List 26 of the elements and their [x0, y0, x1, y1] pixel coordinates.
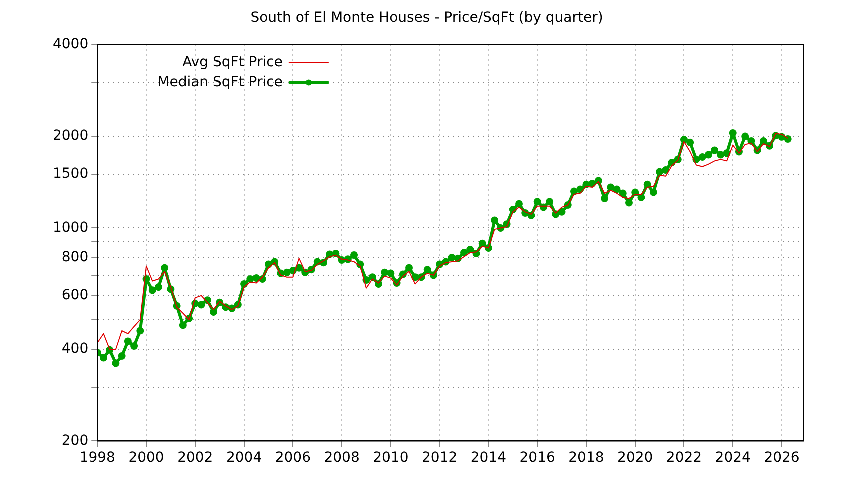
x-tick-label: 2012 — [422, 450, 458, 466]
y-tick-label: 200 — [62, 432, 89, 449]
y-tick-label: 2000 — [52, 128, 89, 144]
x-tick-label: 2026 — [764, 450, 800, 466]
y-tick-label: 800 — [62, 249, 89, 266]
legend-label: Avg SqFt Price — [182, 54, 283, 70]
y-tick-label: 400 — [62, 341, 89, 358]
x-tick-label: 2010 — [373, 450, 409, 466]
x-tick-label: 2020 — [618, 450, 654, 466]
x-tick-label: 2002 — [178, 450, 214, 466]
x-tick-label: 2004 — [226, 450, 262, 466]
x-tick-label: 2006 — [275, 450, 312, 466]
x-tick-label: 2018 — [568, 450, 604, 466]
chart-title: South of El Monte Houses - Price/SqFt (by quarter) — [250, 10, 604, 26]
y-tick-label: 600 — [62, 287, 89, 304]
x-tick-label: 2024 — [715, 450, 752, 466]
y-tick-label: 1000 — [52, 220, 89, 236]
x-tick-label: 2008 — [324, 450, 360, 466]
x-tick-label: 2014 — [470, 450, 507, 466]
x-tick-label: 1998 — [80, 450, 116, 466]
x-tick-label: 2016 — [520, 450, 556, 466]
legend-label: Median SqFt Price — [158, 74, 283, 90]
x-tick-label: 2000 — [128, 450, 164, 466]
y-tick-label: 1500 — [52, 166, 89, 182]
y-tick-label: 4000 — [52, 36, 89, 52]
x-tick-label: 2022 — [666, 450, 702, 466]
